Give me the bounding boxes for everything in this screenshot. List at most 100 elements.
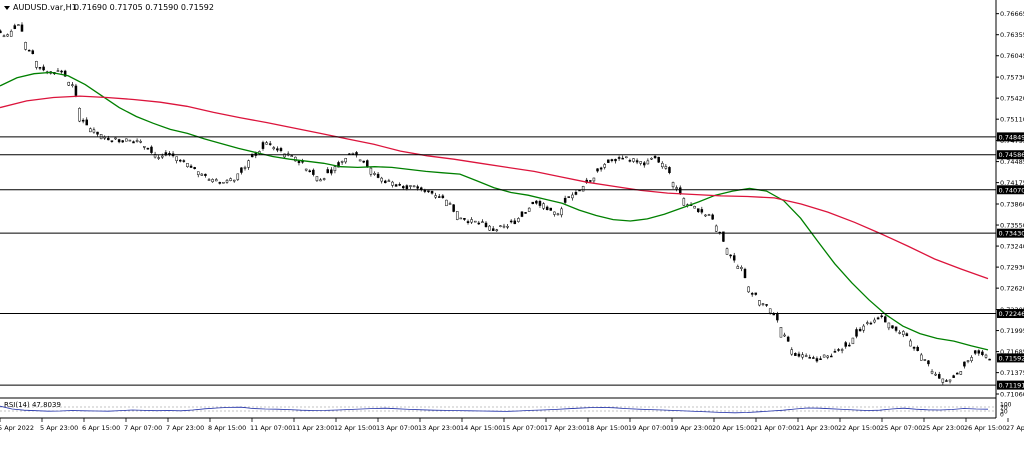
candle-body <box>481 221 484 223</box>
candlestick-series <box>0 22 991 385</box>
horizontal-levels[interactable] <box>0 136 996 386</box>
dropdown-triangle-icon[interactable] <box>4 6 10 10</box>
candle-body <box>117 139 121 143</box>
candle-body <box>966 360 970 362</box>
time-tick-label: 7 Apr 23:00 <box>166 424 204 432</box>
candle-body <box>60 70 63 73</box>
candle-body <box>110 140 114 142</box>
time-tick-label: 18 Apr 15:00 <box>586 424 628 432</box>
price-tick-label: 0.71995 <box>1000 327 1024 335</box>
candle-body <box>945 380 948 382</box>
rsi-tick-label: 30 <box>1000 409 1008 416</box>
candle-body <box>71 84 74 86</box>
candle-body <box>714 225 718 232</box>
candle-body <box>750 293 754 295</box>
time-tick-label: 19 Apr 23:00 <box>670 424 712 432</box>
candle-body <box>617 157 621 159</box>
candle-body <box>200 173 204 176</box>
candle-body <box>700 209 704 213</box>
candle-body <box>866 322 869 324</box>
candle-body <box>830 355 833 358</box>
candle-body <box>664 166 668 169</box>
candle-body <box>135 140 139 142</box>
symbol-title: AUDUSD.var,H1 <box>13 3 77 12</box>
candle-body <box>78 108 81 122</box>
candle-body <box>574 192 578 195</box>
candle-body <box>592 177 596 182</box>
candle-body <box>894 326 898 331</box>
candle-body <box>261 142 265 149</box>
level-price-tag <box>997 185 1024 195</box>
candle-body <box>398 184 401 186</box>
candle-body <box>232 179 236 182</box>
candle-body <box>38 67 42 69</box>
candle-body <box>556 213 560 216</box>
candle-body <box>179 159 182 162</box>
candle-body <box>517 218 520 222</box>
candle-body <box>794 353 797 356</box>
level-price-tag <box>997 132 1024 142</box>
candle-body <box>707 214 711 216</box>
candle-body <box>56 70 60 72</box>
candle-body <box>833 351 837 353</box>
candle-body <box>121 140 124 143</box>
candle-body <box>326 169 329 174</box>
candle-body <box>876 317 880 320</box>
price-tick-label: 0.76045 <box>1000 52 1024 60</box>
candle-body <box>427 190 430 193</box>
candle-body <box>322 178 326 180</box>
candle-body <box>711 214 714 220</box>
candle-body <box>603 164 606 168</box>
time-tick-label: 25 Apr 23:00 <box>922 424 964 432</box>
candle-body <box>63 70 67 77</box>
candle-body <box>819 358 822 360</box>
candle-body <box>732 255 736 261</box>
candle-body <box>772 313 776 316</box>
candle-body <box>193 167 196 170</box>
candle-body <box>970 357 973 362</box>
candle-body <box>607 159 610 163</box>
candle-body <box>247 160 250 168</box>
candle-body <box>754 292 758 295</box>
candle-body <box>923 359 927 361</box>
candle-body <box>218 182 222 184</box>
candle-body <box>376 173 380 178</box>
candle-body <box>930 370 934 374</box>
candle-body <box>445 199 448 207</box>
candle-body <box>265 142 268 145</box>
candle-body <box>0 30 2 34</box>
candle-body <box>107 137 110 141</box>
candle-body <box>366 160 369 168</box>
candle-body <box>545 206 549 211</box>
candle-body <box>384 180 387 184</box>
candle-body <box>955 372 959 375</box>
candle-body <box>222 181 225 184</box>
time-tick-label: 20 Apr 15:00 <box>712 424 754 432</box>
candle-body <box>42 66 45 71</box>
time-tick-label: 11 Apr 07:00 <box>250 424 292 432</box>
candle-body <box>912 346 916 349</box>
candle-body <box>186 163 189 168</box>
candle-body <box>682 198 686 206</box>
candle-body <box>977 350 981 354</box>
candle-body <box>315 176 319 181</box>
time-tick-label: 26 Apr 15:00 <box>964 424 1006 432</box>
candle-body <box>20 24 24 32</box>
candle-body <box>948 379 952 382</box>
candle-body <box>369 167 373 175</box>
candle-body <box>225 179 229 183</box>
candle-body <box>884 316 887 323</box>
candle-body <box>563 197 567 203</box>
candle-body <box>862 325 865 331</box>
candle-body <box>27 49 31 52</box>
level-price-text: 0.74849 <box>999 133 1024 141</box>
rsi-label: RSI(14) 47.8039 <box>4 401 61 409</box>
candle-body <box>452 204 455 212</box>
candle-body <box>402 186 405 189</box>
candle-body <box>294 156 297 162</box>
